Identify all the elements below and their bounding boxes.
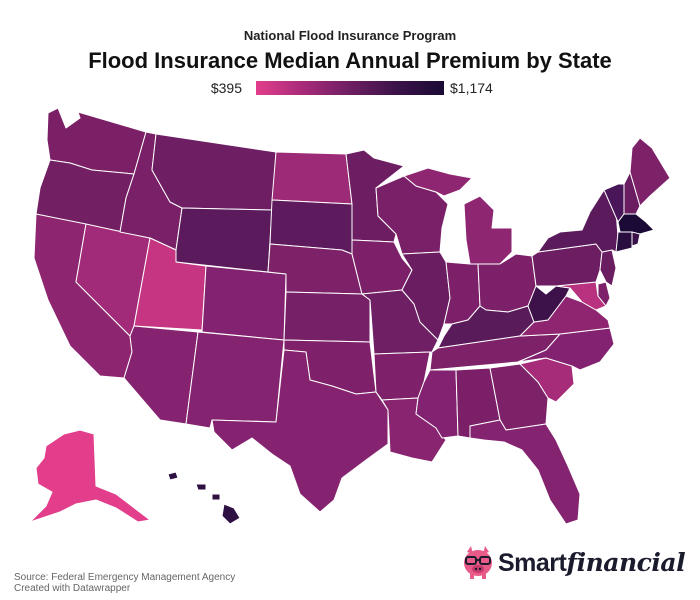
color-legend: $395 $1,174 <box>0 79 700 97</box>
credit-text: Created with Datawrapper <box>14 583 131 594</box>
state-hi-4[interactable] <box>221 503 241 525</box>
state-ny[interactable] <box>537 187 619 253</box>
source-text: Source: Federal Emergency Management Age… <box>14 572 236 583</box>
state-de[interactable] <box>597 281 611 307</box>
state-az[interactable] <box>123 325 199 425</box>
state-md[interactable] <box>555 281 607 311</box>
state-nj[interactable] <box>599 249 617 287</box>
state-ct[interactable] <box>615 231 633 253</box>
state-hi-2[interactable] <box>195 483 207 491</box>
state-hi-3[interactable] <box>211 493 221 501</box>
pig-with-glasses-icon <box>464 546 492 579</box>
state-co[interactable] <box>201 265 287 341</box>
state-ma[interactable] <box>617 213 655 235</box>
brand-name-part1: Smart <box>498 549 567 577</box>
state-mi-up[interactable] <box>403 167 473 197</box>
brand-name-part2: financial <box>566 548 686 577</box>
legend-max-label: $1,174 <box>450 80 493 96</box>
state-mi[interactable] <box>463 195 513 265</box>
state-ks[interactable] <box>283 291 371 343</box>
chart-subtitle: National Flood Insurance Program <box>243 28 457 43</box>
state-ri[interactable] <box>631 231 641 247</box>
state-il[interactable] <box>401 251 451 341</box>
state-nm[interactable] <box>185 331 285 429</box>
state-nc[interactable] <box>517 327 615 371</box>
chart-title: Flood Insurance Median Annual Premium by… <box>88 48 612 73</box>
state-nh[interactable] <box>623 171 641 215</box>
brand-wordmark: Smartfinancial <box>498 548 686 578</box>
state-fl[interactable] <box>469 419 581 525</box>
state-wy[interactable] <box>175 207 273 273</box>
state-ak[interactable] <box>29 429 151 523</box>
source-note: Source: Federal Emergency Management Age… <box>14 572 235 594</box>
brand-logo: Smartfinancial <box>462 544 692 584</box>
state-nd[interactable] <box>271 151 353 205</box>
state-mt[interactable] <box>151 133 277 211</box>
state-hi-1[interactable] <box>167 471 179 481</box>
legend-min-label: $395 <box>210 80 242 96</box>
state-tx[interactable] <box>211 349 389 513</box>
state-me[interactable] <box>629 137 671 207</box>
legend-gradient-bar <box>256 81 444 95</box>
